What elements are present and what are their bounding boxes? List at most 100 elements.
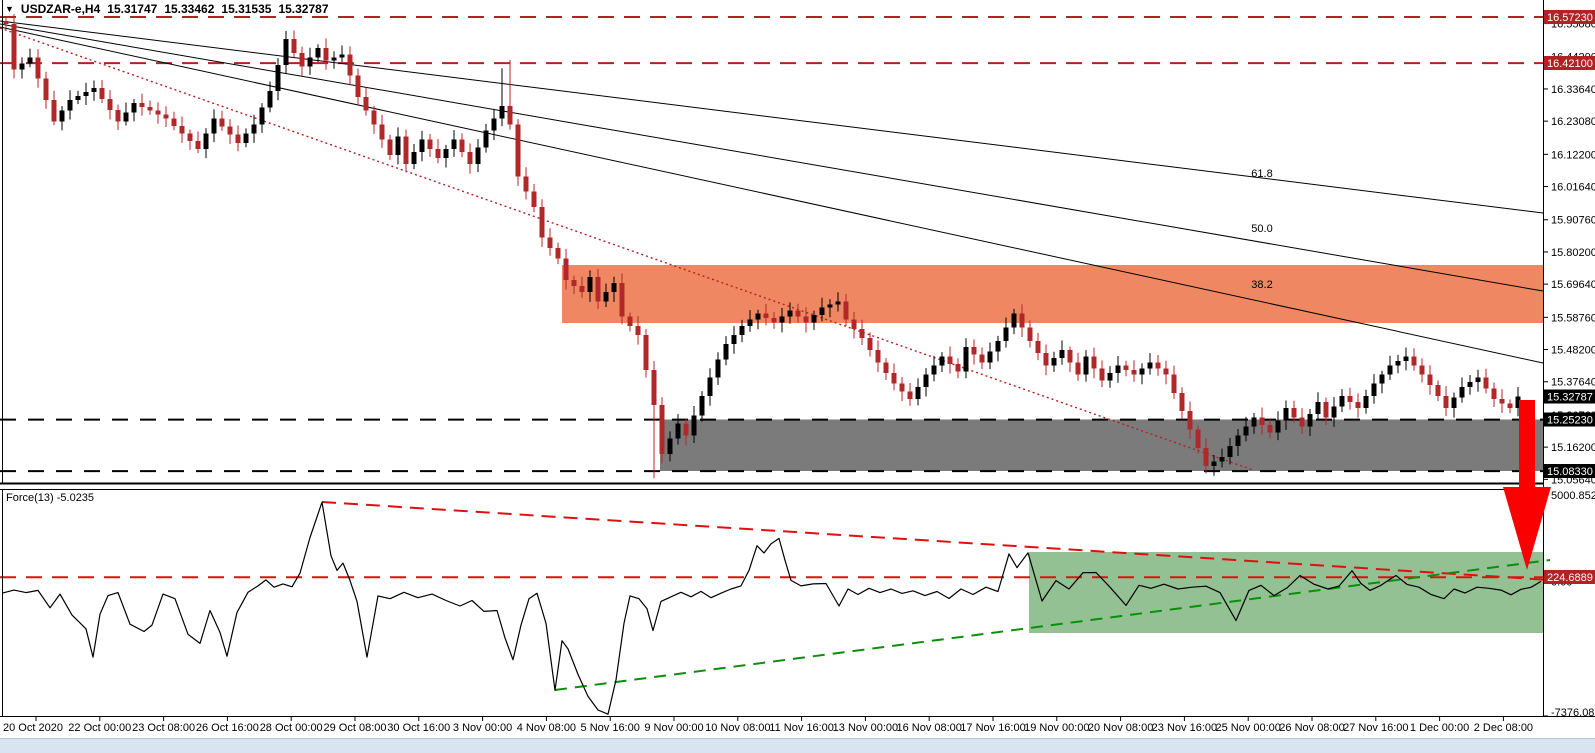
candle-body (307, 57, 313, 67)
candle-body (11, 23, 17, 70)
candle-body (531, 191, 537, 207)
price-badge (1544, 412, 1595, 427)
candle-body (51, 100, 57, 122)
axis-label: 2 Dec 08:00 (1474, 722, 1533, 734)
candle-body (1515, 396, 1521, 409)
downtrend-dotted-line[interactable] (0, 27, 1254, 471)
candle-body (411, 151, 417, 165)
candle-body (507, 106, 513, 125)
candle-body (1195, 429, 1201, 448)
candle-body (515, 124, 521, 177)
price-axis[interactable]: 16.5508016.4420016.3364016.2308016.12200… (1543, 10, 1595, 719)
candle-body (219, 118, 225, 127)
axis-label: 4 Nov 08:00 (517, 722, 576, 734)
symbol-label: USDZAR-e,H4 (20, 2, 101, 16)
bearish-divergence-line[interactable] (321, 501, 1551, 581)
candle-body (763, 313, 769, 319)
fib-line-61.8[interactable] (0, 20, 1544, 214)
axis-label: 16.01640 (1551, 182, 1595, 194)
axis-label: 224.6889 (1547, 572, 1593, 584)
candle-body (339, 54, 345, 58)
time-axis[interactable]: 20 Oct 2020 22 Oct 00:00 23 Oct 08:00 26 Oc… (3, 716, 1533, 734)
candle-body (779, 316, 785, 323)
arrow-head (1503, 487, 1551, 570)
candle-body (795, 310, 801, 317)
axis-label: 11 Nov 16:00 (769, 722, 834, 734)
candle-body (195, 141, 201, 149)
axis-label: 17 Nov 16:00 (960, 722, 1025, 734)
candle-body (1059, 350, 1065, 358)
candle-body (1091, 356, 1097, 369)
axis-label: 22 Oct 00:00 (68, 722, 131, 734)
candle-body (1187, 411, 1193, 430)
candle-body (1139, 368, 1145, 375)
candle-body (1275, 420, 1281, 433)
candle-body (1307, 414, 1313, 427)
candle-body (251, 124, 257, 134)
candle-body (611, 283, 617, 293)
axis-label: 19 Nov 00:00 (1024, 722, 1089, 734)
bullish-trend-line[interactable] (554, 559, 1551, 691)
fib-line-38.2[interactable] (0, 26, 1544, 364)
axis-label: 9 Nov 00:00 (644, 722, 703, 734)
candle-body (755, 313, 761, 320)
candle-body (315, 48, 321, 58)
candle-body (651, 369, 657, 406)
candle-body (1347, 395, 1353, 403)
candle-body (243, 133, 249, 143)
candle-body (955, 363, 961, 372)
axis-label: 29 Oct 08:00 (324, 722, 387, 734)
candle-body (1419, 365, 1425, 375)
candle-body (227, 126, 233, 135)
axis-label: 1 Dec 00:00 (1410, 722, 1469, 734)
candle-body (347, 54, 353, 76)
ohlc-open: 15.31747 (107, 2, 158, 16)
candle-body (19, 63, 25, 70)
candle-body (475, 147, 481, 165)
candle-body (1355, 402, 1361, 409)
axis-label: 26 Oct 16:00 (196, 722, 259, 734)
candle-body (907, 391, 913, 399)
candle-body (451, 139, 457, 149)
axis-label: 16.57230 (1547, 12, 1593, 24)
candle-body (355, 75, 361, 98)
candle-body (1179, 392, 1185, 412)
candle-body (1331, 406, 1337, 418)
candle-body (1363, 395, 1369, 409)
axis-label: 5 Nov 16:00 (581, 722, 640, 734)
candle-body (75, 95, 81, 101)
candle-body (659, 405, 665, 454)
symbol-dropdown-icon[interactable]: ▼ (5, 4, 14, 14)
candle-body (1395, 360, 1401, 366)
candle-body (963, 347, 969, 372)
candle-body (931, 365, 937, 375)
supply-zone[interactable] (562, 264, 1543, 324)
candle-body (1115, 365, 1121, 374)
candle-body (235, 134, 241, 143)
sell-signal-arrow[interactable] (1503, 400, 1551, 570)
candle-body (987, 351, 993, 363)
candle-body (699, 395, 705, 416)
candle-body (1323, 402, 1329, 418)
candle-body (379, 124, 385, 140)
candle-body (619, 283, 625, 317)
candle-body (283, 39, 289, 65)
candle-body (387, 139, 393, 155)
axis-label: 38.2 (1251, 279, 1272, 291)
candle-body (1235, 435, 1241, 447)
axis-label: 16 Nov 08:00 (896, 722, 961, 734)
fib-line-50.0[interactable] (0, 23, 1544, 292)
candle-body (179, 125, 185, 134)
candle-body (419, 139, 425, 152)
candle-body (59, 110, 65, 122)
demand-zone[interactable] (660, 419, 1543, 472)
candle-body (1043, 353, 1049, 366)
axis-label: 3 Nov 00:00 (453, 722, 512, 734)
force-index-line (1, 501, 1542, 715)
candle-body (131, 103, 137, 113)
candle-body (435, 148, 441, 159)
candle-body (1123, 365, 1129, 370)
candle-body (1411, 356, 1417, 366)
axis-label: 15.32787 (1547, 392, 1593, 404)
